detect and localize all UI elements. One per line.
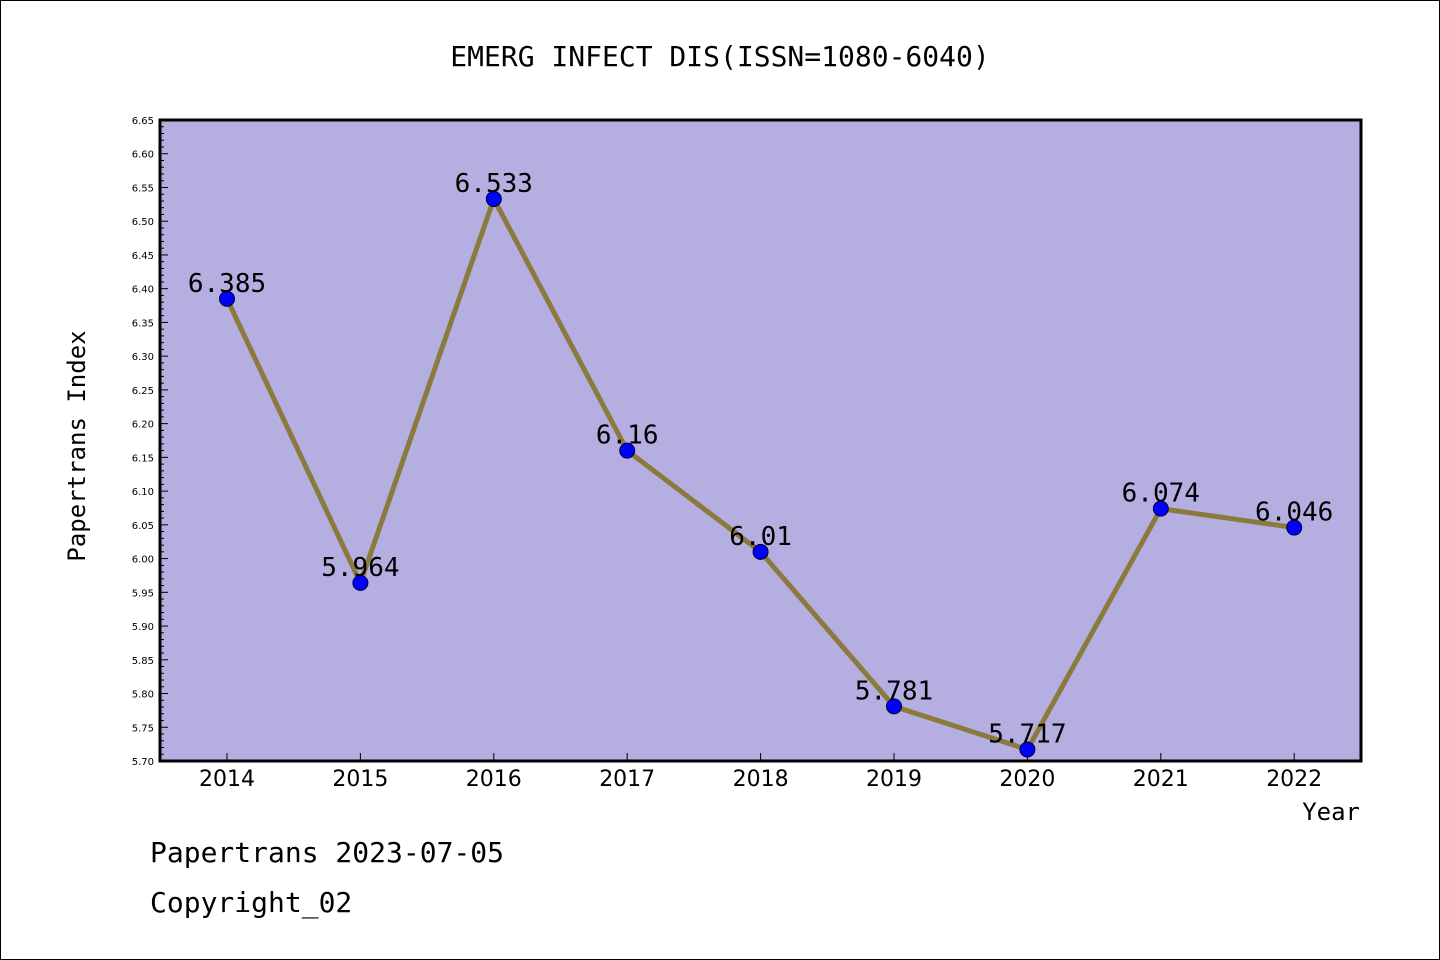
y-axis: 5.70 5.75 5.80 5.85 5.90 5.95 6.00 6.05 6.10 6.15… [132,116,168,768]
x-axis: 2014 2015 2016 2017 2018 2019 2020 2021 2022 [199,753,1322,792]
data-point [219,290,235,307]
data-point [1019,741,1036,758]
x-tick-label: 2018 [733,767,789,792]
data-label: 6.074 [1122,479,1200,509]
x-axis-label: Year [1302,798,1360,826]
x-tick-label: 2021 [1133,767,1189,792]
y-tick-label: 6.05 [132,521,154,532]
data-label: 5.964 [321,553,399,583]
data-point [752,543,769,560]
data-labels: 6.385 5.964 6.533 6.16 6.01 5.781 5.717 6.074 6.… [188,169,1333,750]
y-tick-label: 5.80 [132,690,154,701]
chart-title: EMERG INFECT DIS(ISSN=1080-6040) [450,40,989,73]
x-tick-label: 2016 [466,767,522,792]
data-point [1286,519,1303,536]
data-point [619,442,636,459]
data-label: 6.046 [1255,498,1333,528]
y-tick-label: 6.00 [132,555,154,566]
x-tick-label: 2014 [199,767,255,792]
y-tick-label: 6.55 [132,183,154,194]
y-tick-label: 6.65 [132,116,154,127]
y-tick-label: 6.30 [132,352,154,363]
data-markers [219,190,1303,758]
data-label: 6.01 [729,522,792,552]
data-point [352,574,369,591]
data-point [1152,500,1169,517]
footer-date: Papertrans 2023-07-05 [150,836,505,869]
y-tick-label: 5.85 [132,656,154,667]
y-tick-label: 5.70 [132,757,154,768]
data-label: 6.385 [188,269,266,299]
footer-copyright: Copyright_02 [150,886,353,919]
plot-area [158,118,1363,763]
x-tick-label: 2020 [999,767,1055,792]
data-label: 6.533 [455,169,533,199]
x-tick-label: 2017 [599,767,655,792]
y-tick-label: 5.90 [132,622,154,633]
y-tick-label: 6.15 [132,453,154,464]
data-point [886,698,902,715]
y-tick-label: 6.45 [132,251,154,262]
y-tick-label: 6.20 [132,420,154,431]
data-label: 6.16 [596,421,659,451]
x-tick-label: 2019 [866,767,922,792]
y-tick-label: 6.50 [132,217,154,228]
y-tick-label: 6.40 [132,285,154,296]
data-point [485,190,502,207]
y-tick-label: 6.10 [132,487,154,498]
x-tick-label: 2022 [1266,767,1322,792]
y-axis-label: Papertrans Index [63,330,91,561]
y-tick-label: 5.95 [132,588,154,599]
y-tick-label: 6.60 [132,150,154,161]
y-tick-label: 5.75 [132,723,154,734]
y-tick-label: 6.35 [132,318,154,329]
data-label: 5.781 [855,676,933,706]
data-label: 5.717 [988,720,1066,750]
y-tick-label: 6.25 [132,386,154,397]
x-tick-label: 2015 [332,767,388,792]
